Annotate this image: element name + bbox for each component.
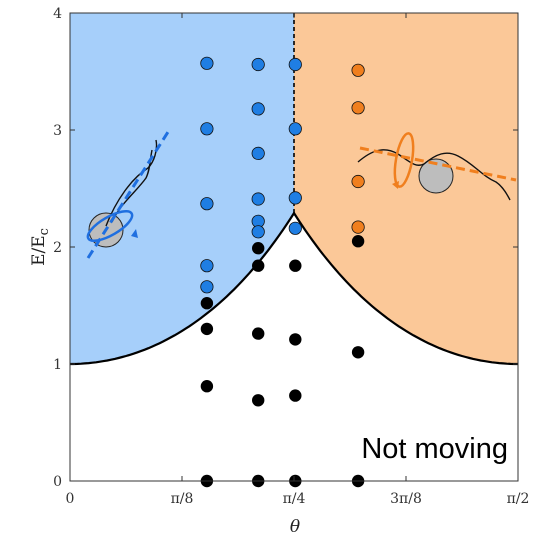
phase-regions — [70, 13, 518, 366]
x-tick-label: 0 — [66, 491, 75, 507]
data-point — [251, 225, 265, 239]
data-point — [351, 235, 365, 248]
data-point — [351, 63, 365, 77]
data-markers — [200, 56, 365, 488]
data-point — [200, 380, 214, 393]
data-point — [251, 57, 265, 72]
x-tick-label: π/8 — [171, 491, 194, 507]
x-tick-label: π/4 — [283, 491, 306, 507]
data-point — [289, 259, 302, 272]
data-point — [351, 220, 365, 234]
data-point — [200, 56, 214, 70]
y-tick-label: 1 — [53, 357, 62, 373]
x-axis-label: θ — [290, 517, 300, 537]
x-tick-label: 3π/8 — [390, 491, 422, 507]
data-point — [200, 280, 214, 294]
x-tick-label: π/2 — [507, 491, 530, 507]
y-axis-label: E/Ec — [29, 228, 52, 266]
data-point — [288, 122, 302, 136]
boundary-curve — [70, 211, 518, 366]
data-point — [200, 322, 214, 336]
orange-region — [294, 13, 518, 364]
data-point — [288, 191, 302, 205]
data-point — [289, 389, 302, 402]
orange-swimmer-icon — [357, 132, 517, 201]
data-point — [289, 333, 302, 346]
inset-icons — [86, 131, 517, 259]
data-point — [252, 242, 265, 255]
data-point — [200, 259, 214, 273]
y-tick-label: 4 — [53, 6, 62, 22]
data-point — [251, 102, 265, 116]
data-point — [200, 297, 214, 310]
data-point — [252, 259, 265, 272]
data-point — [251, 192, 265, 206]
y-axis-label-main: E/E — [29, 235, 49, 266]
y-tick-label: 3 — [53, 123, 62, 139]
data-point — [351, 174, 365, 189]
data-point — [200, 122, 214, 136]
axis-ticks: 0 π/8 π/4 3π/8 π/2 0 1 2 3 4 — [53, 6, 529, 507]
y-axis-label-sub: c — [37, 228, 52, 235]
data-point — [288, 221, 302, 235]
data-point — [251, 146, 265, 160]
y-tick-label: 2 — [53, 240, 62, 256]
svg-text:E/Ec: E/Ec — [29, 228, 52, 266]
data-point — [200, 197, 214, 211]
data-point — [351, 101, 365, 115]
blue-region — [70, 13, 294, 364]
data-point — [351, 346, 365, 359]
blue-swimmer-icon — [86, 131, 170, 259]
data-point — [252, 327, 265, 340]
data-point — [252, 394, 265, 407]
y-tick-label: 0 — [53, 474, 62, 490]
not-moving-annotation: Not moving — [361, 433, 508, 465]
data-point — [288, 57, 302, 72]
